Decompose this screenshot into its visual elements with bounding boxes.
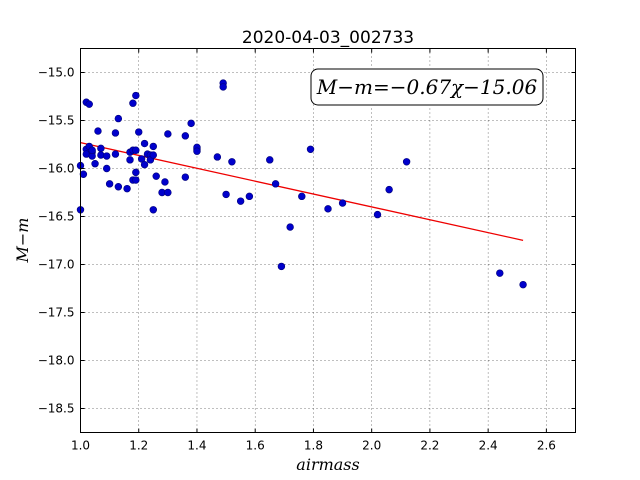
data-points-layer [76, 79, 527, 289]
data-point [114, 183, 123, 191]
data-point [402, 158, 411, 166]
fit-line [80, 141, 524, 241]
y-axis-label: M−m [13, 218, 32, 264]
y-tick-label: −15.5 [38, 114, 75, 128]
plot-frame [80, 48, 576, 433]
x-tick-label: 1.8 [304, 439, 323, 453]
data-point [103, 152, 111, 160]
fit-line-layer [80, 141, 524, 241]
data-point [132, 146, 140, 154]
data-point [161, 178, 169, 186]
data-point [277, 262, 286, 271]
data-point [103, 164, 111, 173]
tick-layer: 1.0 1.2 1.4 1.6 1.8 2.0 2.2 2.4 2.6 −15.0 −15.5 −16… [38, 48, 576, 453]
data-point [306, 145, 315, 154]
fit-equation-text: M−m=−0.67χ−15.06 [316, 75, 538, 99]
data-point [132, 91, 140, 100]
data-point [298, 192, 306, 201]
data-point [79, 170, 88, 178]
data-point [105, 180, 114, 188]
data-point [236, 197, 245, 205]
y-tick-label: −18.0 [38, 354, 75, 368]
data-point [181, 173, 190, 181]
x-tick-label: 1.2 [129, 439, 148, 453]
y-tick-label: −16.0 [38, 162, 75, 176]
data-point [193, 147, 201, 155]
data-point [213, 153, 222, 161]
x-tick-label: 2.2 [420, 439, 439, 453]
x-axis-label: airmass [296, 455, 359, 474]
data-point [94, 127, 102, 135]
x-tick-label: 1.4 [187, 439, 206, 453]
data-point [126, 156, 134, 164]
data-point [519, 280, 527, 289]
data-point [164, 188, 172, 197]
data-point [271, 180, 280, 188]
data-point [132, 176, 140, 184]
y-tick-label: −15.0 [38, 66, 75, 80]
fit-annotation-box: M−m=−0.67χ−15.06 [310, 68, 544, 106]
data-point [228, 158, 236, 166]
chart-title: 2020-04-03_002733 [242, 28, 414, 48]
data-point [149, 206, 157, 214]
x-tick-label: 2.0 [362, 439, 381, 453]
data-point [135, 128, 143, 136]
data-point [137, 155, 146, 163]
data-point [187, 119, 195, 128]
data-point [164, 130, 172, 138]
y-tick-label: −16.5 [38, 210, 75, 224]
data-point [111, 129, 120, 137]
data-point [373, 210, 382, 219]
data-point [85, 100, 93, 108]
data-point [245, 192, 254, 201]
data-point [222, 190, 230, 199]
data-point [129, 99, 137, 107]
data-point [88, 146, 96, 154]
x-tick-label: 2.6 [537, 439, 556, 453]
data-point [140, 139, 149, 148]
y-tick-label: −18.5 [38, 402, 75, 416]
data-point [111, 150, 120, 158]
data-point [149, 142, 157, 151]
data-point [114, 114, 123, 123]
x-tick-label: 1.6 [246, 439, 265, 453]
data-point [97, 144, 105, 153]
data-point [132, 168, 140, 177]
x-tick-label: 1.0 [71, 439, 90, 453]
data-point [181, 132, 190, 140]
data-point [266, 156, 274, 164]
grid-layer [80, 48, 576, 433]
data-point [324, 205, 332, 213]
data-point [385, 185, 393, 194]
y-tick-label: −17.5 [38, 306, 75, 320]
x-tick-label: 2.4 [479, 439, 498, 453]
data-point [123, 184, 131, 193]
data-point [91, 160, 99, 168]
annotation-frame [310, 68, 544, 106]
data-point [140, 160, 149, 169]
data-point [152, 172, 160, 180]
y-tick-label: −17.0 [38, 258, 75, 272]
data-point [286, 223, 294, 231]
data-point [149, 151, 157, 159]
data-point [219, 83, 227, 91]
data-point [496, 269, 504, 277]
data-point [338, 199, 347, 207]
